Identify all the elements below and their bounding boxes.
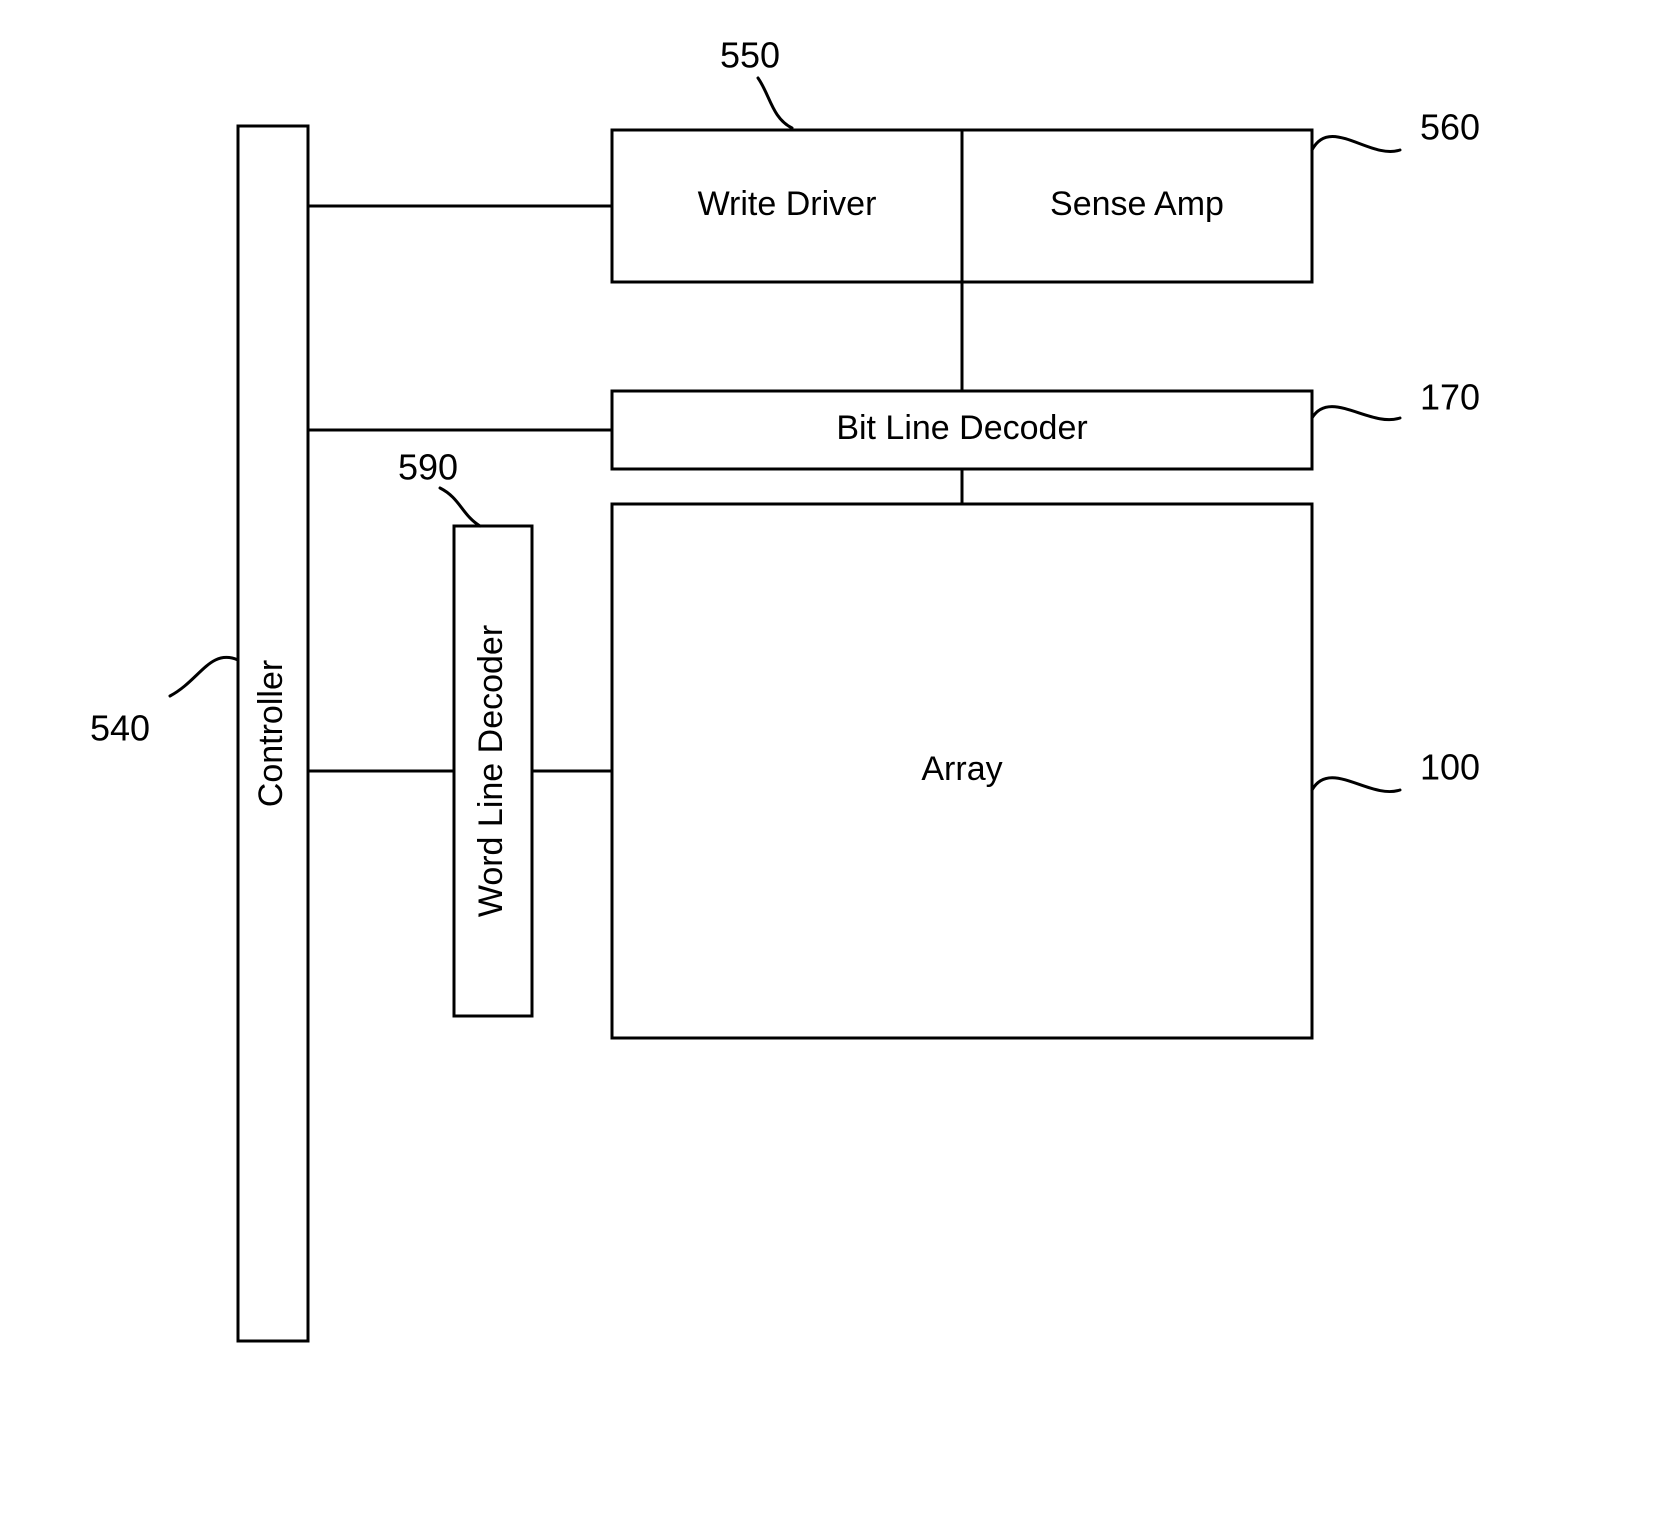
ref-label-560: 560: [1420, 107, 1480, 148]
ref-leader-170: [1312, 407, 1400, 420]
ref-leader-100: [1312, 778, 1400, 792]
ref-leader-590: [440, 488, 480, 526]
ref-label-590: 590: [398, 447, 458, 488]
ref-leader-560: [1312, 136, 1400, 151]
block-bl_decoder: Bit Line Decoder: [612, 391, 1312, 469]
block-sense_amp: Sense Amp: [962, 130, 1312, 282]
ref-label-550: 550: [720, 35, 780, 76]
block-bl_decoder-label: Bit Line Decoder: [836, 409, 1087, 447]
block-write_driver: Write Driver: [612, 130, 962, 282]
block-array-label: Array: [921, 750, 1002, 788]
ref-label-540: 540: [90, 708, 150, 749]
ref-leader-540: [170, 657, 238, 696]
ref-label-170: 170: [1420, 377, 1480, 418]
ref-label-100: 100: [1420, 747, 1480, 788]
block-controller-label: Controller: [252, 660, 290, 807]
block-array: Array: [612, 504, 1312, 1038]
block-sense_amp-label: Sense Amp: [1050, 185, 1224, 223]
block-write_driver-label: Write Driver: [698, 185, 877, 223]
block-wl_decoder-label: Word Line Decoder: [472, 625, 510, 917]
ref-leader-550: [758, 78, 792, 128]
block-wl_decoder: Word Line Decoder: [454, 526, 532, 1016]
block-controller: Controller: [238, 126, 308, 1341]
